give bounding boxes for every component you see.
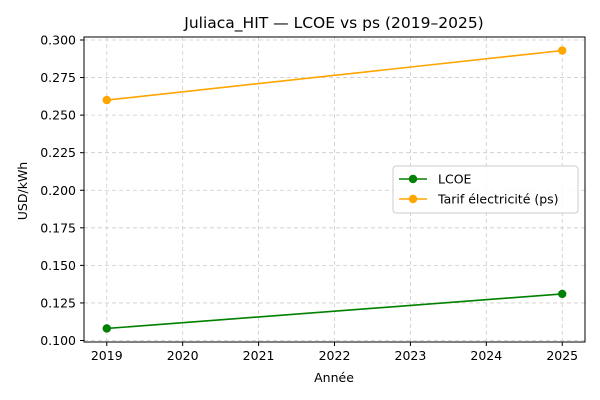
legend-label-tarif: Tarif électricité (ps) [437,192,559,207]
x-tick-label: 2024 [470,348,502,363]
x-tick-label: 2023 [395,348,427,363]
y-tick-label: 0.100 [40,333,76,348]
y-tick-label: 0.275 [40,70,76,85]
y-tick-label: 0.150 [40,258,76,273]
data-point-1 [102,95,111,105]
data-point-1 [558,46,567,55]
y-tick-label: 0.200 [40,183,76,198]
y-tick-label: 0.175 [40,220,76,235]
y-tick-label: 0.300 [40,33,76,48]
y-tick-label: 0.250 [40,108,76,123]
y-tick-label: 0.125 [40,295,76,310]
x-tick-label: 2021 [243,348,275,363]
y-axis-label: USD/kWh [15,162,30,220]
x-tick-label: 2025 [546,348,578,363]
data-point-0 [102,324,111,333]
legend-marker-lcoe [408,174,418,184]
x-tick-label: 2022 [319,348,351,363]
legend-label-lcoe: LCOE [438,172,472,187]
y-tick-label: 0.225 [40,145,76,160]
legend-box [392,165,579,214]
chart-title: Juliaca_HIT — LCOE vs ps (2019–2025) [183,14,483,33]
series-line-1 [106,49,563,101]
legend: LCOE Tarif électricité (ps) [392,165,579,214]
x-tick-label: 2020 [167,348,199,363]
legend-marker-tarif [408,194,418,204]
series-line-0 [106,293,563,330]
plot-series [102,46,567,333]
data-point-0 [558,289,567,299]
x-tick-label: 2019 [91,348,123,363]
x-axis-label: Année [314,370,354,385]
axis-ticks: 2019 2020 2021 2022 2023 2024 2025 0.100 0.125 0.… [40,33,578,363]
